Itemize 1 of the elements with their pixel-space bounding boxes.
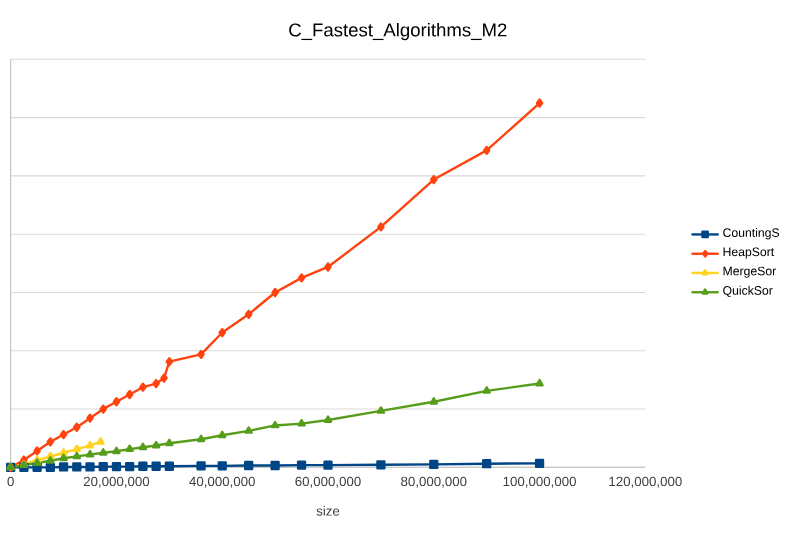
chart-title: C_Fastest_Algorithms_M2 xyxy=(289,22,507,41)
